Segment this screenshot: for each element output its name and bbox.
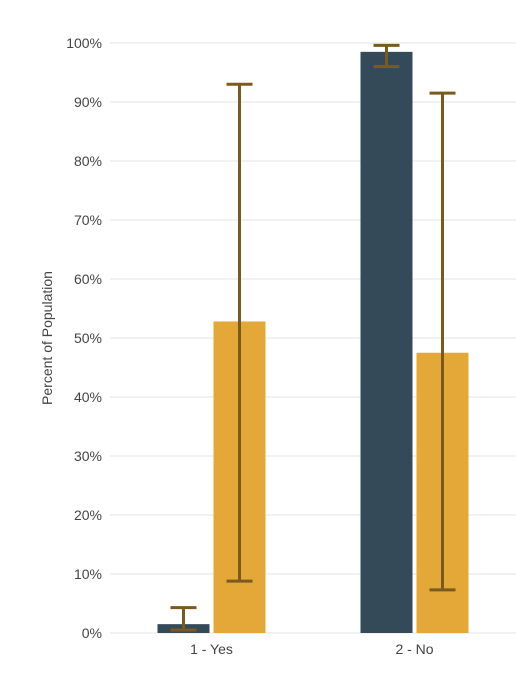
- y-tick-label: 40%: [74, 389, 102, 405]
- y-tick-label: 20%: [74, 507, 102, 523]
- y-axis-title: Percent of Population: [39, 271, 55, 405]
- y-tick-label: 100%: [66, 35, 102, 51]
- bars: [157, 51, 469, 634]
- y-tick-label: 50%: [74, 330, 102, 346]
- y-tick-label: 90%: [74, 94, 102, 110]
- y-tick-label: 70%: [74, 212, 102, 228]
- gridlines: [110, 42, 516, 634]
- error-bars: [170, 43, 456, 632]
- y-tick-label: 0%: [82, 625, 102, 641]
- y-tick-label: 80%: [74, 153, 102, 169]
- x-tick-label: 2 - No: [395, 641, 433, 657]
- y-tick-label: 30%: [74, 448, 102, 464]
- y-axis-ticks: 0% 10% 20% 30% 40% 50% 60% 70% 80% 90% 100%: [66, 35, 102, 641]
- y-tick-label: 60%: [74, 271, 102, 287]
- x-tick-label: 1 - Yes: [190, 641, 233, 657]
- x-axis-ticks: 1 - Yes 2 - No: [190, 641, 434, 657]
- y-tick-label: 10%: [74, 566, 102, 582]
- bar: [360, 51, 413, 634]
